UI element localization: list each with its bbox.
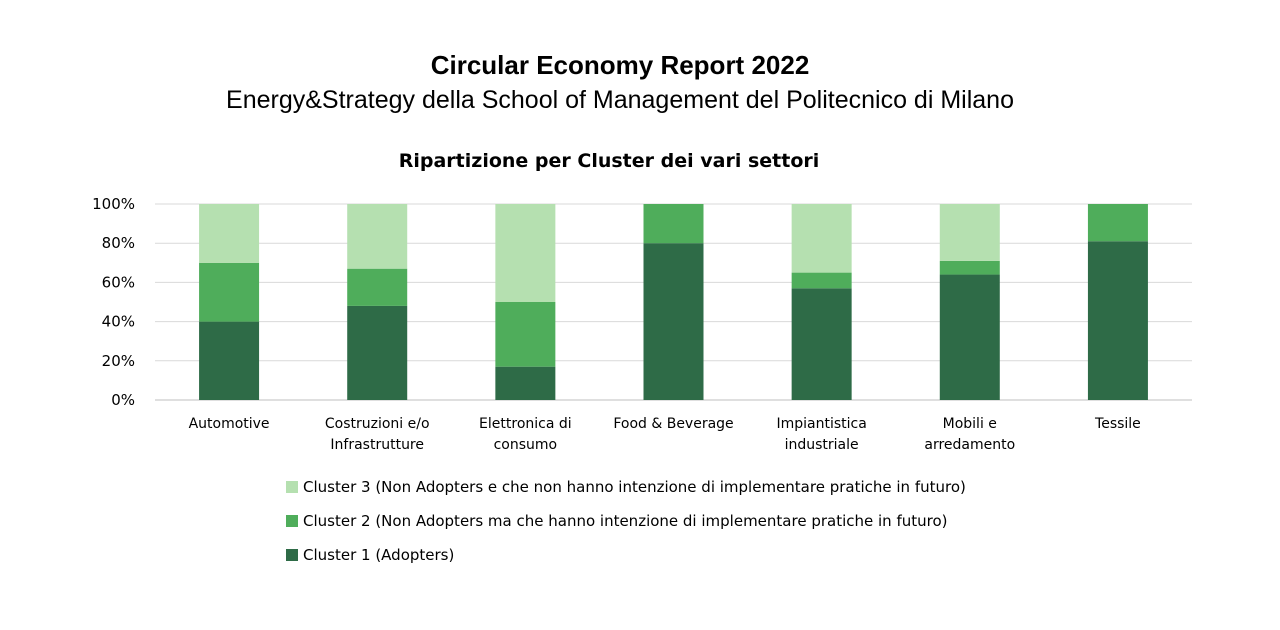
y-tick-label: 100% <box>92 195 135 213</box>
legend-item-cluster-2: Cluster 2 (Non Adopters ma che hanno int… <box>286 504 966 538</box>
legend-swatch <box>286 481 298 493</box>
bar-segment-cluster-1 <box>347 305 408 400</box>
x-tick-label: Tessile <box>1094 416 1141 432</box>
y-tick-label: 80% <box>102 234 135 252</box>
chart-bars <box>199 204 1148 400</box>
bar-segment-cluster-1 <box>939 274 1000 400</box>
legend-item-cluster-3: Cluster 3 (Non Adopters e che non hanno … <box>286 470 966 504</box>
legend-swatch <box>286 549 298 561</box>
x-tick-label: Mobili e arredamento <box>924 416 1015 453</box>
bar-segment-cluster-2 <box>1087 204 1148 242</box>
bar-segment-cluster-1 <box>495 366 556 400</box>
y-tick-label: 0% <box>111 391 135 409</box>
x-tick-label: Food & Beverage <box>613 416 733 432</box>
x-tick-label: Automotive <box>189 416 270 432</box>
legend-label: Cluster 3 (Non Adopters e che non hanno … <box>303 478 966 496</box>
legend-swatch <box>286 515 298 527</box>
report-subtitle: Energy&Strategy della School of Manageme… <box>226 86 1014 114</box>
bar-segment-cluster-2 <box>939 260 1000 275</box>
bar-segment-cluster-1 <box>199 321 260 400</box>
x-axis: Automotive Costruzioni e/o Infrastrutture E… <box>189 416 1141 453</box>
legend-label: Cluster 2 (Non Adopters ma che hanno int… <box>303 512 948 530</box>
bar-segment-cluster-3 <box>791 204 852 273</box>
bar-segment-cluster-1 <box>643 243 704 400</box>
bar-segment-cluster-2 <box>199 262 260 322</box>
bar-segment-cluster-3 <box>347 204 408 269</box>
x-tick-label: Costruzioni e/o Infrastrutture <box>325 416 430 453</box>
chart-title: Ripartizione per Cluster dei vari settor… <box>398 150 820 172</box>
legend-item-cluster-1: Cluster 1 (Adopters) <box>286 538 966 572</box>
legend-label: Cluster 1 (Adopters) <box>303 546 455 564</box>
bar-segment-cluster-3 <box>199 204 260 263</box>
bar-segment-cluster-1 <box>1087 241 1148 400</box>
y-axis: 0% 20% 40% 60% 80% 100% <box>92 195 135 409</box>
bar-segment-cluster-3 <box>495 204 556 302</box>
bar-segment-cluster-2 <box>495 302 556 367</box>
bar-segment-cluster-1 <box>791 288 852 400</box>
bar-segment-cluster-3 <box>939 204 1000 261</box>
y-tick-label: 20% <box>102 352 135 370</box>
bar-segment-cluster-2 <box>643 204 704 244</box>
report-title: Circular Economy Report 2022 <box>430 50 810 80</box>
x-tick-label: Impiantistica industriale <box>776 416 866 453</box>
y-tick-label: 40% <box>102 313 135 331</box>
y-tick-label: 60% <box>102 273 135 291</box>
bar-segment-cluster-2 <box>791 272 852 289</box>
x-tick-label: Elettronica di consumo <box>479 416 572 453</box>
bar-segment-cluster-2 <box>347 268 408 306</box>
chart-legend: Cluster 3 (Non Adopters e che non hanno … <box>286 470 966 572</box>
